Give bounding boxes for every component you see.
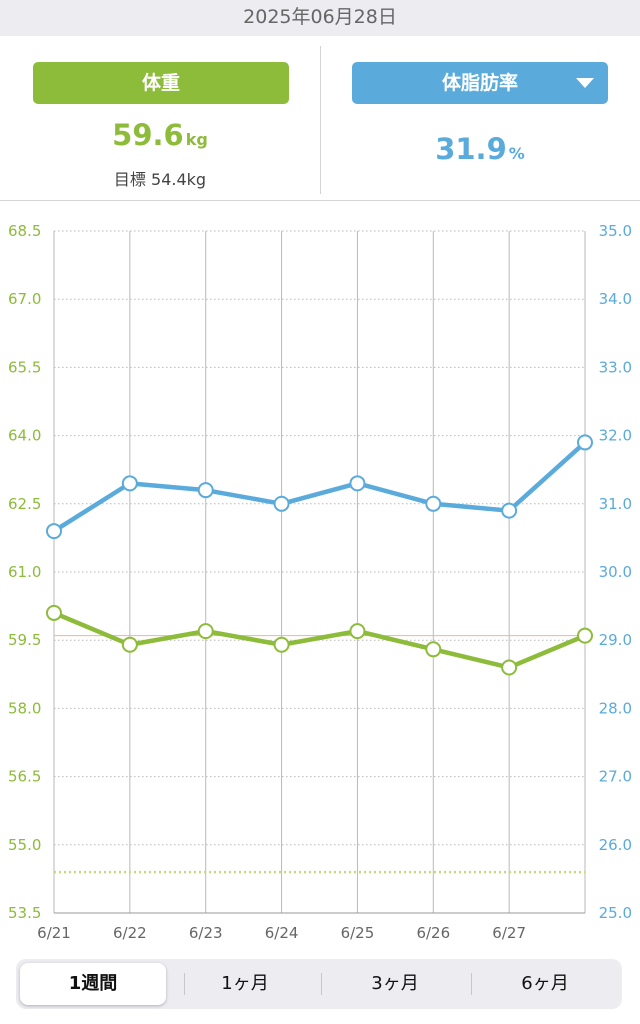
tab-1-week[interactable]: 1週間 [20, 963, 166, 1005]
body-fat-data-point [501, 502, 518, 519]
tab-separator [471, 973, 472, 995]
weight-data-point [425, 641, 442, 658]
weight-data-point [197, 623, 214, 640]
weight-data-point [121, 636, 138, 653]
x-tick-label: 6/23 [189, 924, 223, 942]
body-fat-value: 31.9% [320, 132, 640, 166]
weight-series-line [51, 610, 588, 670]
y-left-tick-label: 56.5 [8, 768, 41, 786]
weight-bodyfat-chart: 68.5 67.0 65.5 64.0 62.5 61.0 59.5 58.0 56.5 55.0… [8, 222, 632, 942]
x-tick-label: 6/21 [37, 924, 71, 942]
goal-weight-label: 目標 54.4kg [113, 170, 207, 189]
weight-data-point [577, 627, 593, 644]
body-fat-unit: % [508, 144, 525, 163]
tab-3-months[interactable]: 3ヶ月 [371, 973, 419, 994]
weight-value: 59.6 kg [0, 118, 320, 152]
y-left-tick-label: 59.5 [8, 631, 41, 649]
weight-metric-button[interactable]: 体重 [33, 62, 289, 104]
y-right-tick-label: 33.0 [599, 358, 632, 376]
weight-data-point [273, 636, 290, 653]
x-tick-label: 6/25 [341, 924, 375, 942]
body-fat-data-point [273, 495, 290, 512]
y-right-tick-label: 26.0 [599, 836, 632, 854]
y-right-tick-label: 28.0 [599, 699, 632, 717]
x-tick-label: 6/24 [265, 924, 299, 942]
weight-data-point [501, 659, 518, 676]
weight-data-point [46, 604, 62, 621]
y-left-tick-label: 64.0 [8, 427, 41, 445]
body-fat-metric-label: 体脂肪率 [441, 72, 518, 94]
y-left-tick-label: 65.5 [8, 358, 41, 376]
body-fat-data-point [121, 475, 138, 492]
caret-down-icon [576, 78, 594, 88]
x-tick-label: 6/22 [113, 924, 147, 942]
tab-separator [321, 973, 322, 995]
body-fat-series-line [51, 440, 588, 534]
y-right-tick-label: 25.0 [599, 904, 632, 922]
y-left-tick-label: 53.5 [8, 904, 41, 922]
tab-6-months[interactable]: 6ヶ月 [521, 973, 569, 994]
y-left-tick-label: 58.0 [8, 699, 41, 717]
body-fat-data-point [577, 434, 593, 451]
y-left-tick-label: 55.0 [8, 836, 41, 854]
weight-data-point [349, 623, 366, 640]
weight-unit: kg [185, 130, 208, 149]
y-right-tick-label: 35.0 [599, 222, 632, 240]
tab-separator [184, 973, 185, 995]
period-tabs: 1週間 1ヶ月 3ヶ月 6ヶ月 [16, 959, 622, 1009]
y-left-tick-label: 68.5 [8, 222, 41, 240]
y-right-tick-label: 29.0 [599, 631, 632, 649]
body-fat-data-point [425, 495, 442, 512]
weight-number: 59.6 [112, 118, 184, 152]
y-right-tick-label: 31.0 [599, 495, 632, 513]
x-tick-label: 6/26 [416, 924, 450, 942]
summary-divider [320, 46, 321, 194]
y-left-tick-label: 67.0 [8, 290, 41, 308]
date-header: 2025年06月28日 [0, 0, 640, 36]
body-fat-data-point [46, 523, 62, 540]
summary-panel: 体重 59.6 kg 目標 54.4kg 体脂肪率 31.9% [0, 36, 640, 201]
y-left-tick-label: 62.5 [8, 495, 41, 513]
tab-1-month[interactable]: 1ヶ月 [221, 973, 269, 994]
weight-metric-label: 体重 [141, 72, 180, 94]
y-left-tick-label: 61.0 [8, 563, 41, 581]
body-fat-data-point [197, 482, 214, 499]
x-tick-label: 6/27 [492, 924, 526, 942]
y-right-tick-label: 27.0 [599, 768, 632, 786]
y-right-tick-label: 30.0 [599, 563, 632, 581]
body-fat-data-point [349, 475, 366, 492]
body-fat-metric-dropdown[interactable]: 体脂肪率 [352, 62, 608, 104]
y-right-tick-label: 32.0 [599, 427, 632, 445]
body-fat-number: 31.9 [435, 132, 507, 166]
y-right-tick-label: 34.0 [599, 290, 632, 308]
